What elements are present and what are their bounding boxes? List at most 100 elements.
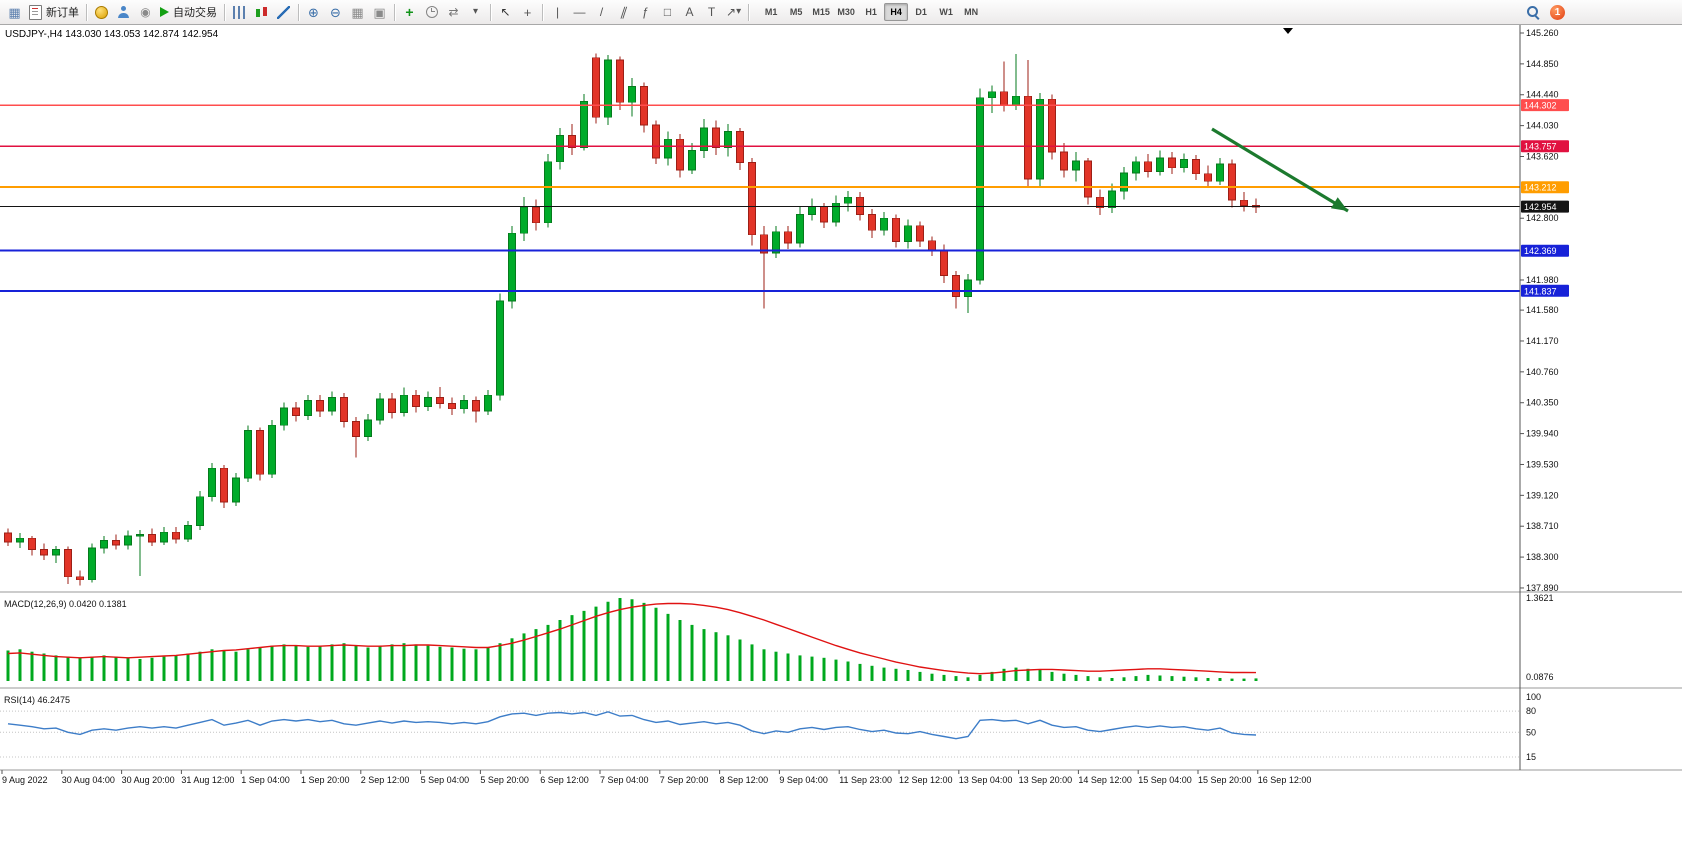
candle-body	[712, 127, 720, 148]
fibonacci-tool-button[interactable]: ƒ	[635, 2, 656, 23]
accounts-button[interactable]	[113, 2, 134, 23]
candle-body	[748, 162, 756, 236]
chart-shift-marker[interactable]	[1283, 28, 1293, 34]
zoom-in-button[interactable]: ⊕	[303, 2, 324, 23]
tile-windows-button[interactable]: ▣	[369, 2, 390, 23]
signals-button[interactable]: ◉	[135, 2, 156, 23]
candle-body	[568, 135, 576, 148]
zoom-out-button[interactable]: ⊖	[325, 2, 346, 23]
fibonacci-icon: ƒ	[642, 5, 649, 19]
auto-scroll-button[interactable]: ⇄	[443, 2, 464, 23]
price-chart-canvas[interactable]: 145.260 144.850 144.440 144.030 143.620 142.8…	[0, 25, 1682, 846]
candle-body	[196, 496, 204, 526]
time-axis[interactable]: 9 Aug 2022 30 Aug 04:00 30 Aug 20:00 31 Aug…	[1, 770, 1311, 785]
svg-text:14 Sep 12:00: 14 Sep 12:00	[1078, 775, 1132, 785]
period-button[interactable]	[421, 2, 442, 23]
candle-body	[436, 397, 444, 404]
svg-text:7 Sep 20:00: 7 Sep 20:00	[660, 775, 709, 785]
templates-button[interactable]: ▾	[465, 2, 486, 23]
new-order-button[interactable]: 新订单	[26, 2, 82, 23]
candlestick-chart-icon	[255, 5, 268, 19]
timeframe-m1-button[interactable]: M1	[759, 3, 783, 21]
svg-text:137.890: 137.890	[1526, 583, 1559, 593]
timeframe-d1-button[interactable]: D1	[909, 3, 933, 21]
timeframe-m30-button[interactable]: M30	[834, 3, 858, 21]
coin-icon	[95, 5, 108, 19]
candle-body	[376, 398, 384, 421]
candle-body	[328, 397, 336, 412]
crosshair-tool-button[interactable]: +	[517, 2, 538, 23]
candle-body	[1168, 157, 1176, 169]
pane-separators[interactable]	[0, 25, 1682, 772]
autotrade-label: 自动交易	[173, 7, 217, 19]
tile-windows-icon: ▣	[373, 4, 386, 20]
channel-tool-button[interactable]: ∥	[613, 2, 634, 23]
add-indicator-button[interactable]: +	[399, 2, 420, 23]
candle-body	[1120, 172, 1128, 192]
candle-body	[688, 150, 696, 171]
search-icon	[1526, 5, 1540, 19]
candle-body	[520, 206, 528, 234]
search-button[interactable]	[1522, 2, 1543, 23]
text-tool-button[interactable]: T	[701, 2, 722, 23]
bar-chart-type-button[interactable]	[229, 2, 250, 23]
timeframe-mn-button[interactable]: MN	[959, 3, 983, 21]
candle-body	[724, 131, 732, 148]
svg-text:13 Sep 04:00: 13 Sep 04:00	[959, 775, 1013, 785]
candle-body	[1084, 160, 1092, 198]
chart-window-button[interactable]: ▦	[4, 2, 25, 23]
rsi-line	[7, 711, 1257, 740]
svg-text:30 Aug 20:00: 30 Aug 20:00	[122, 775, 175, 785]
candle-body	[280, 407, 288, 426]
svg-text:1.3621: 1.3621	[1526, 593, 1554, 603]
price-tag	[1521, 99, 1569, 112]
grid-button[interactable]: ▦	[347, 2, 368, 23]
svg-text:1 Sep 04:00: 1 Sep 04:00	[241, 775, 290, 785]
candle-body	[976, 97, 984, 281]
candle-body	[508, 232, 516, 302]
candle-body	[1048, 98, 1056, 153]
autotrade-button[interactable]: 自动交易	[157, 2, 220, 23]
timeframe-w1-button[interactable]: W1	[934, 3, 958, 21]
rsi-panel: RSI(14) 46.2475 100 80 50 15	[0, 692, 1541, 762]
candle-body	[184, 525, 192, 540]
svg-text:141.580: 141.580	[1526, 305, 1559, 315]
candle-body	[52, 549, 60, 556]
line-chart-type-button[interactable]	[273, 2, 294, 23]
shapes-tool-button[interactable]: □	[657, 2, 678, 23]
text-label-tool-button[interactable]: A	[679, 2, 700, 23]
price-lines-layer[interactable]	[0, 104, 1520, 292]
cursor-tool-button[interactable]: ↖	[495, 2, 516, 23]
candle-body	[868, 214, 876, 231]
price-axis[interactable]: 145.260 144.850 144.440 144.030 143.620 142.8…	[1520, 28, 1559, 593]
svg-text:15 Sep 20:00: 15 Sep 20:00	[1198, 775, 1252, 785]
vertical-line-icon: |	[555, 5, 560, 19]
market-watch-button[interactable]	[91, 2, 112, 23]
arrow-tools-button[interactable]: ↗ ▾	[723, 2, 744, 23]
candle-body	[124, 535, 132, 546]
trend-arrow[interactable]	[1211, 127, 1349, 213]
candle-body	[88, 547, 96, 581]
svg-text:5 Sep 04:00: 5 Sep 04:00	[421, 775, 470, 785]
candle-body	[676, 138, 684, 171]
trendline-tool-button[interactable]: /	[591, 2, 612, 23]
candle-body	[232, 477, 240, 503]
timeframe-h4-button[interactable]: H4	[884, 3, 909, 21]
svg-text:141.837: 141.837	[1524, 286, 1557, 296]
chart-area[interactable]: 145.260 144.850 144.440 144.030 143.620 142.8…	[0, 25, 1682, 846]
horizontal-line-tool-button[interactable]: —	[569, 2, 590, 23]
candle-body	[340, 397, 348, 423]
candle-body	[316, 400, 324, 412]
crosshair-icon: +	[523, 4, 532, 20]
chevron-down-icon: ▾	[736, 6, 742, 17]
price-tags[interactable]: 144.302 143.757 143.212 142.954 142.369 141.8…	[1521, 99, 1569, 297]
timeframe-h1-button[interactable]: H1	[859, 3, 883, 21]
candle-body	[304, 400, 312, 417]
timeframe-m15-button[interactable]: M15	[809, 3, 833, 21]
notification-badge[interactable]: 1	[1550, 4, 1565, 20]
candle-body	[580, 101, 588, 148]
vertical-line-tool-button[interactable]: |	[547, 2, 568, 23]
candle-body	[736, 131, 744, 163]
candlestick-type-button[interactable]	[251, 2, 272, 23]
timeframe-m5-button[interactable]: M5	[784, 3, 808, 21]
